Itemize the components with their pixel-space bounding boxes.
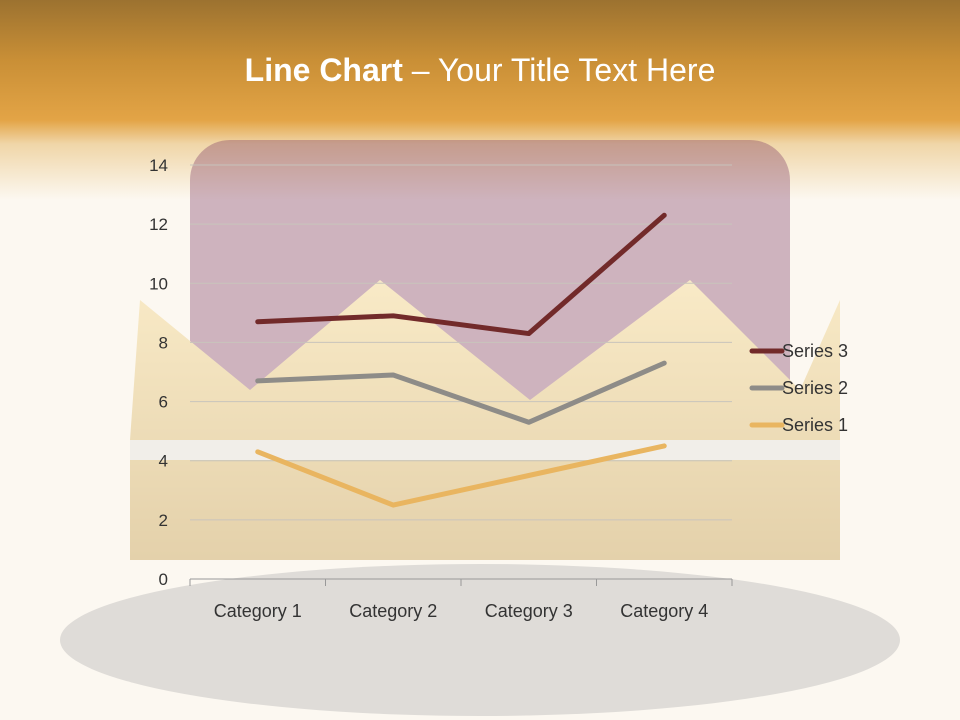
x-tick-label: Category 3: [485, 601, 573, 621]
slide-title: Line Chart – Your Title Text Here: [244, 52, 716, 88]
x-tick-label: Category 2: [349, 601, 437, 621]
y-tick-label: 10: [149, 274, 168, 293]
y-tick-label: 6: [159, 393, 168, 412]
legend-label: Series 2: [782, 378, 848, 398]
y-tick-label: 8: [159, 333, 168, 352]
series-line-3: [255, 212, 667, 337]
y-tick-label: 2: [159, 511, 168, 530]
x-tick-label: Category 1: [214, 601, 302, 621]
title-band: [0, 0, 960, 200]
y-tick-label: 12: [149, 215, 168, 234]
series-line-2: [255, 360, 667, 425]
legend-label: Series 1: [782, 415, 848, 435]
x-tick-label: Category 4: [620, 601, 708, 621]
series-line-1: [255, 443, 667, 508]
y-tick-label: 4: [159, 452, 168, 471]
y-tick-label: 0: [159, 570, 168, 589]
y-tick-label: 14: [149, 156, 168, 175]
legend-label: Series 3: [782, 341, 848, 361]
